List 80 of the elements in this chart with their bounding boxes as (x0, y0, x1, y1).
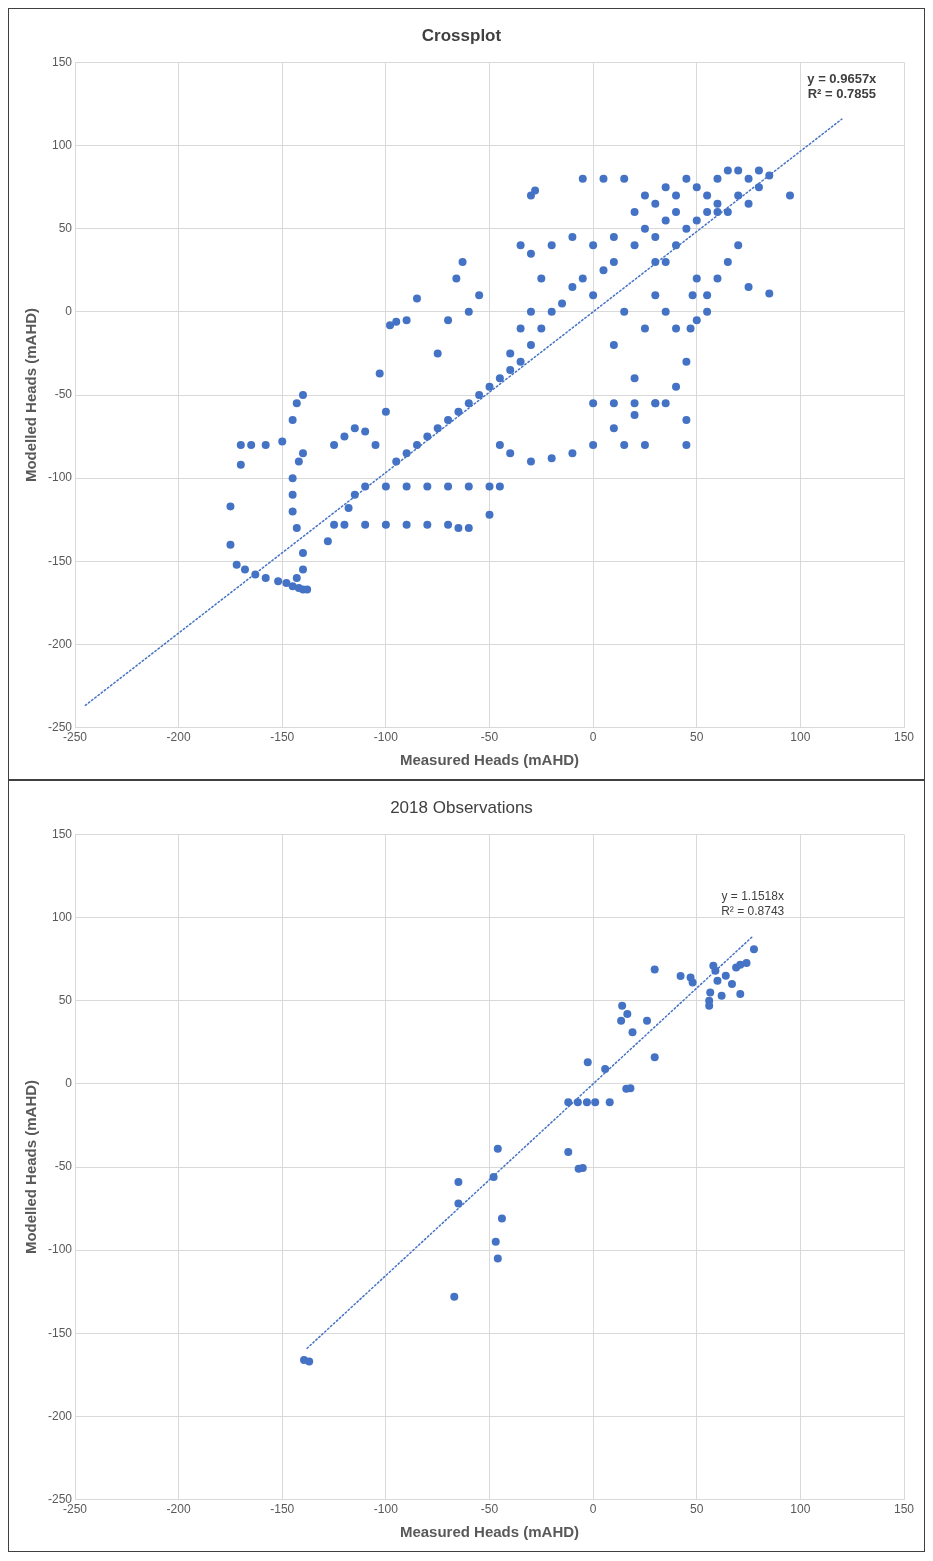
point (676, 972, 685, 981)
x-tick-label: -200 (166, 1502, 191, 1517)
point (454, 1199, 463, 1208)
y-tick-label: -100 (47, 470, 73, 485)
y-tick-label: 50 (58, 221, 73, 236)
point (713, 976, 722, 985)
y-tick-label: -150 (47, 553, 73, 568)
x-tick-label: -50 (480, 1502, 499, 1517)
x-axis-title: Measured Heads (mAHD) (399, 1523, 580, 1541)
point (454, 1177, 463, 1186)
point (582, 1098, 591, 1107)
x-tick-label: 100 (790, 1502, 811, 1517)
chart-title: 2018 Observations (390, 797, 533, 817)
y-tick-label: 100 (51, 909, 73, 924)
y-tick-label: -200 (47, 1408, 73, 1423)
point (742, 959, 751, 968)
x-tick-label: 150 (893, 730, 915, 745)
point (623, 1010, 632, 1018)
point (564, 1098, 573, 1107)
y-tick-label: -200 (47, 636, 73, 651)
point (749, 945, 758, 954)
x-tick-label: 100 (790, 730, 811, 745)
point (717, 991, 726, 1000)
point (489, 1172, 498, 1181)
y-tick-label: -150 (47, 1325, 73, 1340)
y-tick-label: 150 (51, 826, 73, 841)
y-tick-label: 50 (58, 993, 73, 1008)
x-tick-label: 0 (589, 1502, 597, 1517)
point (727, 980, 736, 989)
y-tick-label: -250 (47, 1491, 73, 1506)
x-tick-label: 0 (589, 730, 597, 745)
point (605, 1098, 614, 1107)
point (617, 1016, 626, 1025)
y-tick-label: 0 (65, 1076, 73, 1091)
annotation: y = 1.1518x (721, 888, 784, 903)
point (711, 966, 720, 975)
y-axis-title: Modelled Heads (mAHD) (22, 307, 40, 483)
point (493, 1144, 502, 1153)
point (721, 971, 730, 980)
point (591, 1098, 600, 1107)
y-tick-label: -50 (54, 387, 73, 402)
point (736, 960, 745, 969)
chart-title: Crossplot (421, 25, 502, 45)
point (688, 978, 697, 987)
point (628, 1028, 637, 1037)
point (493, 1254, 502, 1263)
x-tick-label: 150 (893, 1502, 915, 1517)
x-tick-label: -150 (270, 730, 295, 745)
point (497, 1214, 506, 1223)
annotation: R² = 0.7855 (807, 85, 876, 101)
point (706, 988, 715, 997)
point (583, 1058, 592, 1067)
point (618, 1001, 627, 1010)
x-tick-label: -100 (373, 730, 399, 745)
x-tick-label: -200 (166, 730, 191, 745)
y-tick-label: 100 (51, 137, 73, 152)
point (564, 1148, 573, 1157)
point (450, 1292, 459, 1301)
y-tick-label: -50 (54, 1159, 73, 1174)
point (601, 1064, 610, 1073)
y-tick-label: -250 (47, 719, 73, 734)
y-tick-label: -100 (47, 1242, 73, 1257)
point (650, 965, 659, 974)
y-tick-label: 150 (51, 54, 73, 69)
x-tick-label: -150 (270, 1502, 295, 1517)
point (643, 1016, 652, 1025)
point (491, 1237, 500, 1246)
x-tick-label: 50 (690, 1502, 704, 1517)
y-tick-label: 0 (65, 304, 73, 319)
point (650, 1053, 659, 1062)
point (736, 990, 745, 999)
annotation: y = 0.9657x (807, 70, 878, 86)
y-axis-title: Modelled Heads (mAHD) (22, 1079, 40, 1255)
x-tick-label: -50 (480, 730, 499, 745)
x-tick-label: -100 (373, 1502, 399, 1517)
annotation: R² = 0.8743 (721, 903, 785, 918)
point (573, 1098, 582, 1107)
x-tick-label: 50 (690, 730, 704, 745)
x-axis-title: Measured Heads (mAHD) (399, 751, 580, 769)
point (305, 1357, 314, 1366)
